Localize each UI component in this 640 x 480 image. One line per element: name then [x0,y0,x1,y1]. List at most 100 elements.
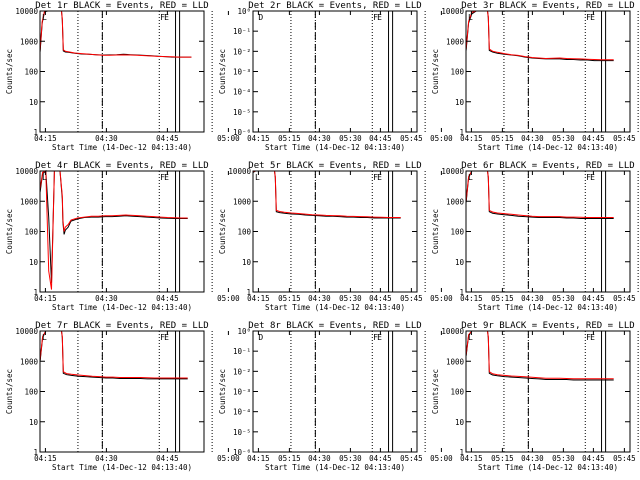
panel-det-1: Det 1r BLACK = Events, RED = LLD 04:15 04:… [5,1,423,152]
x-tick-label: 05:00 [217,454,240,463]
panel-title: Det 2r BLACK = Events, RED = LLD [248,1,421,11]
event-marker-label: L [42,333,47,342]
y-tick-label: 10000 [15,7,38,16]
event-marker-label: F [373,333,378,342]
y-tick-label: 10 [455,418,465,427]
y-tick-label: 1000 [446,37,465,46]
x-tick-label: 05:45 [613,294,636,303]
x-axis-title: Start Time (14-Dec-12 04:13:40) [52,303,192,312]
y-tick-label: 1000 [20,357,39,366]
event-marker-label: L [468,333,473,342]
x-tick-label: 05:45 [613,134,636,143]
y-tick-label: 100 [24,388,38,397]
y-tick-label: 10⁻⁴ [233,408,251,417]
x-tick-label: 05:45 [400,134,423,143]
y-tick-label: 10 [455,98,465,107]
x-tick-label: 05:30 [552,294,575,303]
y-tick-label: 1000 [20,197,39,206]
y-tick-label: 10000 [15,327,38,336]
x-tick-label: 04:45 [582,454,605,463]
y-tick-label: 1 [33,128,38,137]
y-tick-label: 1 [246,288,251,297]
x-tick-label: 04:30 [308,294,331,303]
panel-det-8: Det 8r BLACK = Events, RED = LLD 04:15 04:… [218,321,636,472]
x-axis-title: Start Time (14-Dec-12 04:13:40) [265,303,405,312]
y-tick-label: 1 [459,448,464,457]
y-tick-label: 100 [450,388,464,397]
panel-title: Det 5r BLACK = Events, RED = LLD [248,161,421,171]
x-tick-label: 04:45 [156,294,179,303]
x-tick-label: 04:15 [460,134,483,143]
panel-det-3: Det 3r BLACK = Events, RED = LLD 04:15 04:… [431,1,639,152]
x-axis-title: Start Time (14-Dec-12 04:13:40) [52,143,192,152]
x-tick-label: 04:45 [369,294,392,303]
y-axis-title: Counts/sec [431,369,440,414]
y-tick-label: 10⁻³ [233,68,251,77]
x-tick-label: 04:15 [34,294,57,303]
y-tick-label: 10⁻¹ [233,27,251,36]
x-tick-label: 04:45 [156,134,179,143]
y-tick-label: 10⁻⁶ [233,448,251,457]
panel-title: Det 4r BLACK = Events, RED = LLD [35,161,208,171]
x-axis-title: Start Time (14-Dec-12 04:13:40) [478,143,618,152]
y-axis-title: Counts/sec [5,369,14,414]
x-axis-title: Start Time (14-Dec-12 04:13:40) [478,303,618,312]
y-tick-label: 100 [450,228,464,237]
y-tick-label: 10⁰ [237,327,251,336]
panel-title: Det 7r BLACK = Events, RED = LLD [35,321,208,331]
event-marker-label: E [164,173,169,182]
y-tick-label: 1000 [446,357,465,366]
event-marker-label: D [258,333,263,342]
y-tick-label: 10⁻⁴ [233,88,251,97]
y-tick-label: 10 [29,258,39,267]
y-tick-label: 1000 [20,37,39,46]
panel-det-2: Det 2r BLACK = Events, RED = LLD 04:15 04:… [218,1,636,152]
y-tick-label: 10000 [441,7,464,16]
x-axis-title: Start Time (14-Dec-12 04:13:40) [478,463,618,472]
x-tick-label: 05:15 [278,294,301,303]
y-tick-label: 10⁻⁵ [233,108,251,117]
x-axis-title: Start Time (14-Dec-12 04:13:40) [52,463,192,472]
event-marker-label: E [377,333,382,342]
event-marker-label: F [160,13,165,22]
x-tick-label: 04:15 [34,134,57,143]
event-marker-label: E [590,173,595,182]
panel-det-6: Det 6r BLACK = Events, RED = LLD 04:15 04:… [431,161,639,312]
x-axis-title: Start Time (14-Dec-12 04:13:40) [265,463,405,472]
y-axis-title: Counts/sec [431,49,440,94]
y-tick-label: 1 [459,288,464,297]
y-tick-label: 100 [24,68,38,77]
event-marker-label: L [468,173,473,182]
event-marker-label: E [377,173,382,182]
event-marker-label: F [373,173,378,182]
series-line-lld [39,170,188,290]
event-marker-label: L [468,13,473,22]
x-tick-label: 04:15 [247,454,270,463]
x-tick-label: 05:30 [339,454,362,463]
x-tick-label: 05:45 [400,454,423,463]
x-tick-label: 05:00 [430,294,453,303]
x-tick-label: 05:15 [491,454,514,463]
panel-title: Det 8r BLACK = Events, RED = LLD [248,321,421,331]
x-tick-label: 04:15 [247,294,270,303]
panel-det-5: Det 5r BLACK = Events, RED = LLD 04:15 04:… [218,161,636,312]
x-tick-label: 04:15 [460,294,483,303]
y-tick-label: 1000 [233,197,252,206]
x-tick-label: 04:45 [369,454,392,463]
y-axis-title: Counts/sec [218,209,227,254]
event-marker-label: E [590,13,595,22]
event-marker-label: F [373,13,378,22]
event-marker-label: E [590,333,595,342]
x-tick-label: 05:00 [430,134,453,143]
x-tick-label: 04:30 [95,454,118,463]
y-tick-label: 10⁻³ [233,388,251,397]
y-tick-label: 10000 [441,167,464,176]
event-marker-label: F [160,333,165,342]
x-tick-label: 04:45 [156,454,179,463]
x-tick-label: 04:30 [308,134,331,143]
event-marker-label: E [377,13,382,22]
y-tick-label: 1 [33,448,38,457]
event-marker-label: E [164,333,169,342]
y-axis-title: Counts/sec [5,209,14,254]
